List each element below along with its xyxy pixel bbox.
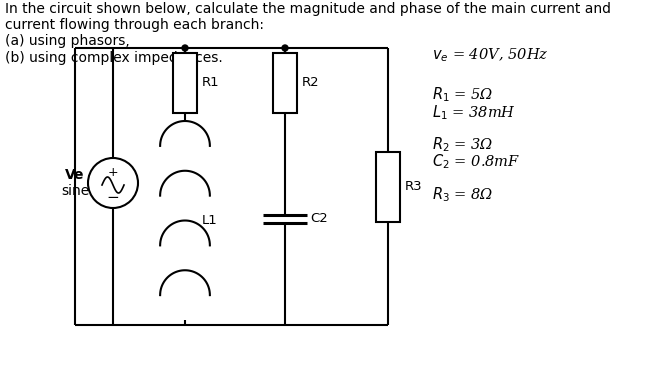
Text: R1: R1 [202, 76, 219, 90]
Text: In the circuit shown below, calculate the magnitude and phase of the main curren: In the circuit shown below, calculate th… [5, 2, 611, 65]
Text: R3: R3 [405, 180, 422, 193]
Text: $R_3$ = 8Ω: $R_3$ = 8Ω [432, 186, 493, 204]
Circle shape [282, 45, 288, 51]
Bar [376, 151, 400, 222]
Text: $L_1$ = 38mH: $L_1$ = 38mH [432, 104, 516, 122]
Bar [173, 53, 197, 113]
Text: sine: sine [61, 184, 89, 198]
Bar [273, 53, 297, 113]
Circle shape [182, 45, 188, 51]
Circle shape [88, 158, 138, 208]
Text: $R_2$ = 3Ω: $R_2$ = 3Ω [432, 136, 493, 154]
Text: +: + [107, 166, 118, 179]
Text: C2: C2 [310, 213, 327, 226]
Text: $R_1$ = 5Ω: $R_1$ = 5Ω [432, 86, 493, 104]
Text: L1: L1 [202, 214, 217, 227]
Text: $C_2$ = 0.8mF: $C_2$ = 0.8mF [432, 153, 520, 171]
Text: −: − [107, 189, 119, 204]
Text: $v_e$ = 40V, 50Hz: $v_e$ = 40V, 50Hz [432, 46, 549, 64]
Text: Ve: Ve [65, 168, 85, 182]
Text: R2: R2 [302, 76, 320, 90]
